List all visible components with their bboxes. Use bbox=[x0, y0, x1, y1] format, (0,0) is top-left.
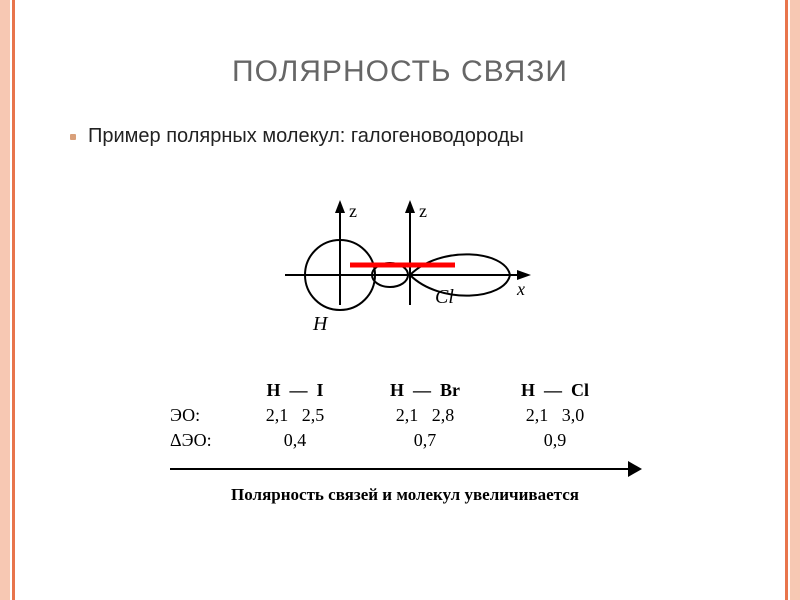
atom-cl-label: Cl bbox=[435, 286, 454, 308]
row-label-eo: ЭО: bbox=[170, 405, 230, 426]
body-text: Пример полярных молекул: галогеноводород… bbox=[70, 125, 524, 148]
mol-header-1: H — Br bbox=[360, 380, 490, 401]
bullet-icon bbox=[70, 134, 76, 140]
deo-1: 0,7 bbox=[360, 430, 490, 451]
page-title: ПОЛЯРНОСТЬ СВЯЗИ bbox=[0, 55, 800, 89]
mol-header-0: H — I bbox=[230, 380, 360, 401]
trend-arrow bbox=[170, 459, 640, 479]
electronegativity-table: H — I H — Br H — Cl ЭО: 2,1 2,5 2,1 2,8 … bbox=[170, 380, 640, 505]
arrow-head-icon bbox=[628, 461, 642, 477]
body-line: Пример полярных молекул: галогеноводород… bbox=[88, 125, 524, 147]
arrow-line-icon bbox=[170, 468, 640, 470]
slide: ПОЛЯРНОСТЬ СВЯЗИ Пример полярных молекул… bbox=[0, 0, 800, 600]
orbital-svg: z z x H Cl bbox=[255, 195, 545, 345]
eo-2: 2,1 3,0 bbox=[490, 405, 620, 426]
arrow-caption: Полярность связей и молекул увеличиваетс… bbox=[170, 485, 640, 505]
axis-z-left: z bbox=[349, 201, 357, 221]
table-grid: H — I H — Br H — Cl ЭО: 2,1 2,5 2,1 2,8 … bbox=[170, 380, 640, 451]
eo-1: 2,1 2,8 bbox=[360, 405, 490, 426]
atom-h-label: H bbox=[312, 313, 329, 335]
deo-0: 0,4 bbox=[230, 430, 360, 451]
axis-z-right: z bbox=[419, 201, 427, 221]
eo-0: 2,1 2,5 bbox=[230, 405, 360, 426]
orbital-diagram: z z x H Cl bbox=[255, 195, 545, 345]
axis-x: x bbox=[516, 279, 525, 299]
row-label-deo: ΔЭО: bbox=[170, 430, 230, 451]
deo-2: 0,9 bbox=[490, 430, 620, 451]
mol-header-2: H — Cl bbox=[490, 380, 620, 401]
